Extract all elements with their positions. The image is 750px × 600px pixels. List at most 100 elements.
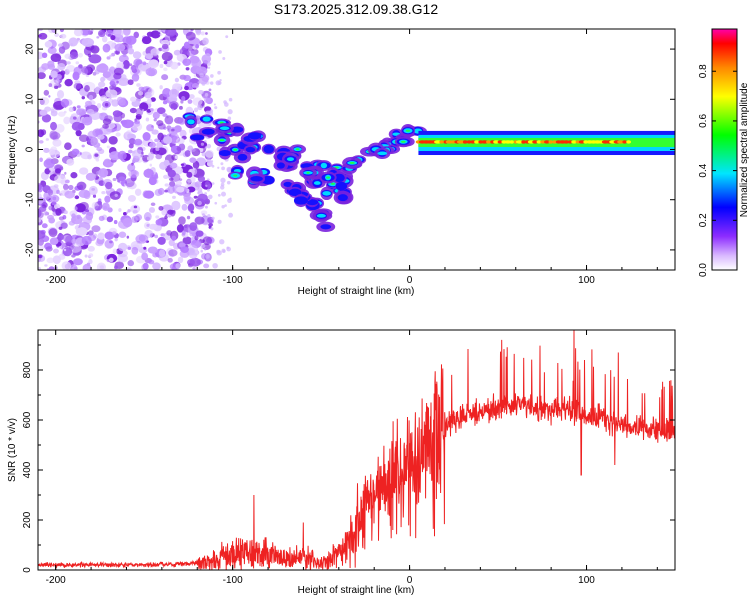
noise-blob [82,263,92,270]
noise-blob [128,138,136,145]
noise-blob [175,263,181,269]
noise-blob [47,189,54,196]
signal-core-hot [233,148,238,151]
noise-blob [150,202,156,207]
signal-blob [250,176,263,182]
noise-blob [94,153,99,157]
noise-blob [178,143,186,151]
noise-blob [130,96,137,103]
noise-blob [118,242,128,252]
noise-blob [197,200,202,206]
noise-blob [146,108,152,113]
signal-blob [335,181,348,191]
noise-blob [192,232,197,237]
noise-blob [94,205,101,211]
noise-blob [38,267,41,270]
noise-blob [178,216,186,225]
snr-series-line [38,330,675,570]
noise-blob [192,267,196,270]
noise-blob [226,246,231,252]
noise-blob [112,177,117,181]
noise-blob [202,105,205,108]
noise-blob [135,234,149,244]
noise-blob [55,208,62,216]
noise-blob [128,169,140,178]
noise-blob [106,145,110,149]
noise-blob [208,243,211,246]
noise-blob [152,252,159,258]
noise-blob [107,98,114,103]
noise-blob [221,166,225,171]
noise-blob [60,222,68,229]
noise-blob [66,61,71,65]
noise-blob [173,49,182,56]
noise-blob [183,193,191,202]
noise-blob [91,225,101,233]
noise-blob [97,232,105,240]
snr-x-tick-label: 0 [407,575,413,586]
noise-blob [54,85,59,90]
noise-blob [127,194,137,202]
noise-blob [205,149,214,158]
noise-blob [194,235,199,241]
noise-blob [48,148,56,156]
spec-y-tick-label: 0 [25,146,36,152]
noise-blob [127,260,135,267]
noise-blob [208,223,213,227]
noise-blob [197,193,208,203]
snr-y-tick-label: 200 [22,511,33,528]
signal-core-hot [326,176,330,179]
noise-blob [149,163,153,167]
noise-blob [187,179,192,183]
noise-blob [127,149,133,154]
noise-blob [50,108,55,114]
noise-blob [87,154,92,160]
noise-blob [40,129,47,136]
spec-x-tick-label: -200 [46,275,66,286]
noise-blob [202,37,209,45]
noise-blob [71,121,82,131]
noise-blob [81,144,85,148]
noise-blob [80,66,92,74]
noise-blob [131,73,140,82]
noise-blob [142,132,151,141]
noise-blob [157,107,166,115]
colorbar-tick-label: 0.4 [698,163,709,177]
noise-blob [168,101,179,110]
noise-blob [102,118,112,125]
steady-band-core [474,140,480,144]
noise-blob [73,206,78,211]
noise-blob [88,54,102,64]
noise-blob [64,179,70,184]
noise-blob [58,253,66,260]
noise-blob [96,170,101,175]
noise-blob [66,158,75,166]
noise-blob [58,226,63,230]
noise-blob [105,29,114,37]
noise-blob [98,81,106,88]
noise-blob [63,110,67,114]
signal-core-hot [405,129,411,132]
noise-blob [38,140,44,144]
noise-blob [206,61,211,66]
noise-blob [87,234,97,242]
spectrogram-x-label: Height of straight line (km) [298,286,415,297]
noise-blob [205,32,208,35]
noise-blob [64,190,75,199]
noise-blob [163,136,173,145]
noise-blob [127,163,136,172]
noise-blob [74,195,80,200]
noise-blob [169,162,178,169]
noise-blob [96,103,102,109]
noise-blob [153,118,157,122]
signal-core-hot [219,121,224,124]
noise-blob [227,116,232,121]
noise-blob [145,67,158,77]
noise-blob [55,123,65,133]
noise-blob [127,47,135,55]
steady-band-core [439,140,445,144]
noise-blob [115,132,121,137]
noise-blob [38,32,48,40]
signal-blob [288,188,302,197]
steady-band-core [578,140,586,144]
